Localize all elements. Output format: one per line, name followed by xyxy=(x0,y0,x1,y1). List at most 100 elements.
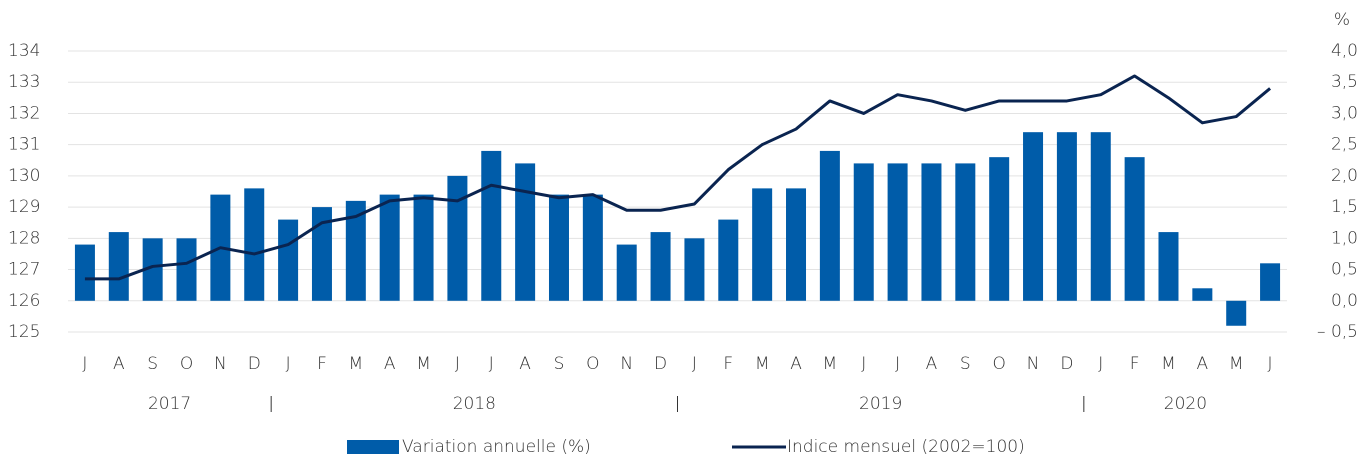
x-tick-label: S xyxy=(960,354,971,374)
y2-tick-label: 2,0 xyxy=(1331,166,1358,186)
y2-tick-label: 3,5 xyxy=(1331,72,1358,92)
y2-tick-label: 0,0 xyxy=(1331,291,1358,311)
bar xyxy=(887,163,908,301)
bar xyxy=(718,219,739,301)
bar xyxy=(548,194,569,301)
bar xyxy=(481,150,502,301)
x-tick-label: M xyxy=(348,354,363,374)
bar xyxy=(1226,300,1247,326)
bar xyxy=(413,194,434,301)
bar xyxy=(989,157,1010,301)
x-tick-label: N xyxy=(620,354,633,374)
bar xyxy=(515,163,536,301)
y2-tick-label: – 0,5 xyxy=(1317,322,1358,342)
x-tick-label: M xyxy=(416,354,431,374)
bar xyxy=(1158,232,1179,301)
x-tick-label: O xyxy=(992,354,1005,374)
x-tick-label: S xyxy=(147,354,158,374)
x-tick-label: M xyxy=(1161,354,1176,374)
x-tick-label: A xyxy=(1197,354,1209,374)
x-tick-label: M xyxy=(823,354,838,374)
legend-label: Variation annuelle (%) xyxy=(402,437,591,457)
y-tick-label: 132 xyxy=(8,103,40,123)
y-tick-label: 130 xyxy=(8,166,40,186)
year-label: 2018 xyxy=(453,394,496,414)
y2-tick-label: 1,0 xyxy=(1331,228,1358,248)
bar xyxy=(786,188,807,301)
legend-swatch xyxy=(347,440,399,454)
x-tick-label: J xyxy=(692,354,697,374)
x-tick-label: A xyxy=(113,354,125,374)
bar xyxy=(345,200,366,301)
bar xyxy=(1056,132,1077,301)
bar xyxy=(1023,132,1044,301)
y-tick-label: 133 xyxy=(8,72,40,92)
x-tick-label: J xyxy=(861,354,866,374)
y2-tick-label: 3,0 xyxy=(1331,103,1358,123)
year-label: 2020 xyxy=(1164,394,1207,414)
line xyxy=(84,74,1272,281)
x-tick-label: F xyxy=(317,354,327,374)
year-label: 2019 xyxy=(859,394,902,414)
x-tick-label: O xyxy=(180,354,193,374)
bar xyxy=(819,150,840,301)
x-tick-label: N xyxy=(1027,354,1040,374)
bar xyxy=(278,219,299,301)
bar xyxy=(142,238,163,301)
bar xyxy=(955,163,976,301)
x-tick-label: O xyxy=(586,354,599,374)
bar xyxy=(74,244,95,301)
y-tick-label: 127 xyxy=(8,260,40,280)
x-tick-label: F xyxy=(1130,354,1140,374)
bar xyxy=(1260,263,1281,301)
x-tick-label: J xyxy=(489,354,494,374)
x-tick-label: M xyxy=(755,354,770,374)
bar xyxy=(108,232,129,301)
legend-label: Indice mensuel (2002=100) xyxy=(787,437,1025,457)
bar xyxy=(176,238,197,301)
x-tick-label: J xyxy=(1098,354,1103,374)
bar xyxy=(752,188,773,301)
x-tick-label: F xyxy=(723,354,733,374)
y-tick-label: 134 xyxy=(8,41,40,61)
bar xyxy=(650,232,671,301)
x-tick-label: J xyxy=(895,354,900,374)
x-tick-label: D xyxy=(654,354,667,374)
y-tick-label: 125 xyxy=(8,322,40,342)
y-tick-label: 129 xyxy=(8,197,40,217)
y2-axis-label: % xyxy=(1334,10,1350,30)
x-tick-label: D xyxy=(1060,354,1073,374)
x-tick-label: D xyxy=(248,354,261,374)
bar xyxy=(921,163,942,301)
bar xyxy=(244,188,265,301)
bar xyxy=(582,194,603,301)
x-tick-label: A xyxy=(519,354,531,374)
y-tick-label: 131 xyxy=(8,135,40,155)
bar xyxy=(1124,157,1145,301)
bar xyxy=(447,175,468,301)
year-label: 2017 xyxy=(148,394,191,414)
x-tick-label: A xyxy=(926,354,938,374)
bar xyxy=(1192,288,1213,301)
x-tick-label: J xyxy=(286,354,291,374)
x-tick-label: J xyxy=(82,354,87,374)
y2-tick-label: 0,5 xyxy=(1331,260,1358,280)
x-tick-label: A xyxy=(790,354,802,374)
x-tick-label: A xyxy=(384,354,396,374)
x-tick-label: J xyxy=(455,354,460,374)
x-tick-label: N xyxy=(214,354,227,374)
bar xyxy=(616,244,637,301)
y-tick-label: 128 xyxy=(8,228,40,248)
bar xyxy=(684,238,705,301)
x-tick-label: J xyxy=(1268,354,1273,374)
y2-tick-label: 1,5 xyxy=(1331,197,1358,217)
x-tick-label: S xyxy=(554,354,565,374)
bar xyxy=(311,207,332,301)
y2-tick-label: 2,5 xyxy=(1331,135,1358,155)
bar xyxy=(1090,132,1111,301)
y2-tick-label: 4,0 xyxy=(1331,41,1358,61)
bar xyxy=(379,194,400,301)
x-tick-label: M xyxy=(1229,354,1244,374)
y-tick-label: 126 xyxy=(8,291,40,311)
bar xyxy=(853,163,874,301)
